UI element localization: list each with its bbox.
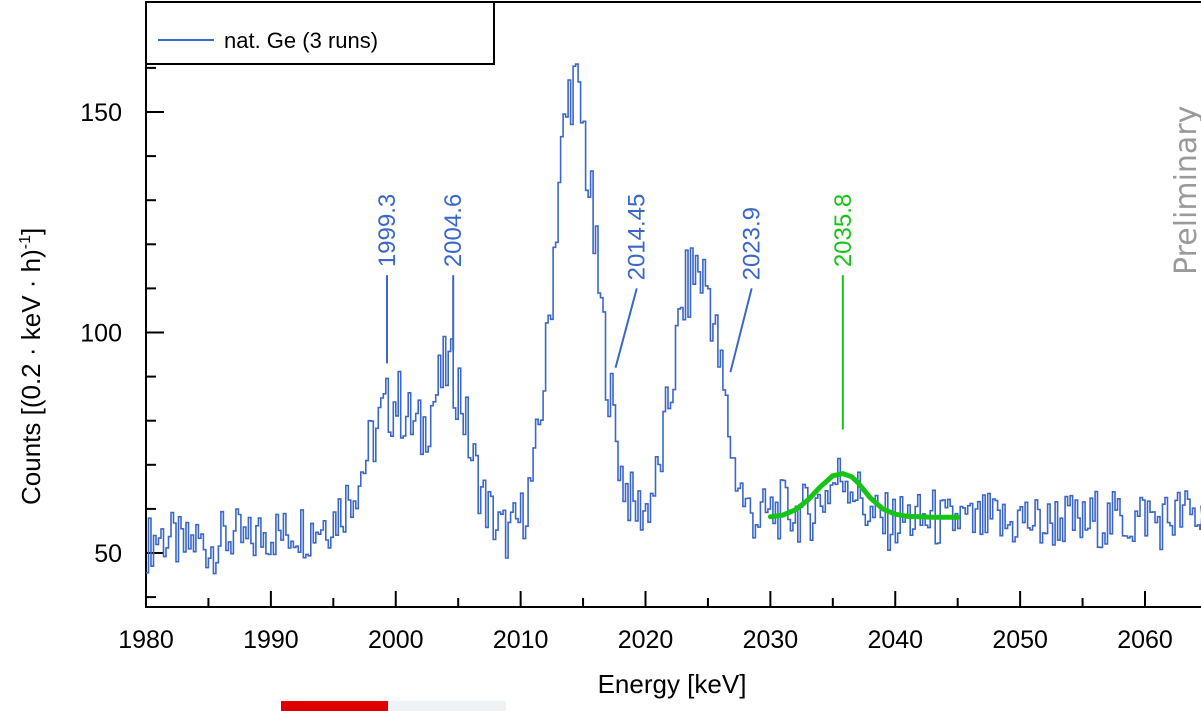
peak-marker-line	[614, 288, 638, 369]
bottom-red-bar	[281, 701, 388, 711]
peak-marker-line	[729, 288, 753, 373]
x-tick-label: 1980	[118, 626, 174, 654]
y-axis-title: Counts [(0.2 · keV · h)-1]	[16, 228, 46, 505]
axis-labels: Energy [keV] Counts [(0.2 · keV · h)-1] Pr…	[16, 106, 1201, 699]
peak-label: 1999.3	[374, 194, 401, 267]
fit-curve	[767, 471, 961, 520]
peak-label: 2004.6	[440, 194, 467, 267]
peak-label: 2035.8	[830, 194, 857, 267]
x-tick-label: 2020	[618, 626, 674, 654]
x-axis-title: Energy [keV]	[598, 669, 747, 699]
legend-box	[145, 1, 495, 65]
y-axis-title-superscript: -1	[17, 235, 34, 249]
histogram-line	[146, 63, 1201, 575]
plot-frame	[145, 1, 1201, 608]
y-tick-label: 150	[80, 99, 122, 127]
peak-label: 2014.45	[624, 194, 651, 281]
peak-label: 2023.9	[739, 207, 766, 280]
peak-annotations: 1999.3 2004.6 2014.45 2023.9 2035.8	[374, 194, 857, 430]
fit-layer	[767, 471, 961, 520]
x-tick-label: 2000	[368, 626, 424, 654]
y-axis-title-main: Counts [(0.2 · keV · h)	[16, 249, 46, 505]
axes: 1980 1990 2000 2010 2020 2030 2040 2050 2060 50 10…	[80, 1, 1201, 654]
y-axis-title-tail: ]	[16, 228, 46, 235]
x-tick-label: 2010	[493, 626, 549, 654]
preliminary-watermark: Preliminary	[1169, 106, 1201, 275]
x-tick-label: 2030	[743, 626, 799, 654]
bottom-grey-bar	[388, 701, 506, 711]
y-tick-label: 100	[80, 320, 122, 348]
x-tick-label: 2050	[992, 626, 1048, 654]
legend: nat. Ge (3 runs)	[145, 1, 495, 65]
x-tick-label: 1990	[243, 626, 299, 654]
histogram-layer	[146, 63, 1201, 575]
x-tick-label: 2060	[1117, 626, 1173, 654]
y-tick-label: 50	[94, 540, 122, 568]
x-tick-label: 2040	[867, 626, 923, 654]
legend-label: nat. Ge (3 runs)	[224, 28, 378, 53]
